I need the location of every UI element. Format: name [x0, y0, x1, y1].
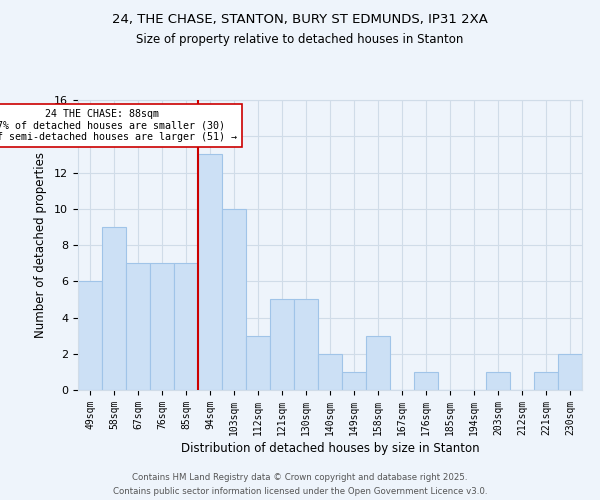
- Bar: [294, 300, 318, 390]
- Text: Contains public sector information licensed under the Open Government Licence v3: Contains public sector information licen…: [113, 486, 487, 496]
- Bar: [486, 372, 510, 390]
- Bar: [558, 354, 582, 390]
- Bar: [222, 209, 246, 390]
- Text: Size of property relative to detached houses in Stanton: Size of property relative to detached ho…: [136, 32, 464, 46]
- Bar: [174, 263, 198, 390]
- Y-axis label: Number of detached properties: Number of detached properties: [34, 152, 47, 338]
- Bar: [318, 354, 342, 390]
- Bar: [342, 372, 366, 390]
- Bar: [270, 300, 294, 390]
- Bar: [150, 263, 174, 390]
- Bar: [78, 281, 102, 390]
- Text: Contains HM Land Registry data © Crown copyright and database right 2025.: Contains HM Land Registry data © Crown c…: [132, 472, 468, 482]
- Bar: [198, 154, 222, 390]
- Text: 24, THE CHASE, STANTON, BURY ST EDMUNDS, IP31 2XA: 24, THE CHASE, STANTON, BURY ST EDMUNDS,…: [112, 12, 488, 26]
- Bar: [102, 227, 126, 390]
- Bar: [534, 372, 558, 390]
- X-axis label: Distribution of detached houses by size in Stanton: Distribution of detached houses by size …: [181, 442, 479, 455]
- Bar: [126, 263, 150, 390]
- Bar: [366, 336, 390, 390]
- Text: 24 THE CHASE: 88sqm
← 37% of detached houses are smaller (30)
63% of semi-detach: 24 THE CHASE: 88sqm ← 37% of detached ho…: [0, 109, 237, 142]
- Bar: [414, 372, 438, 390]
- Bar: [246, 336, 270, 390]
